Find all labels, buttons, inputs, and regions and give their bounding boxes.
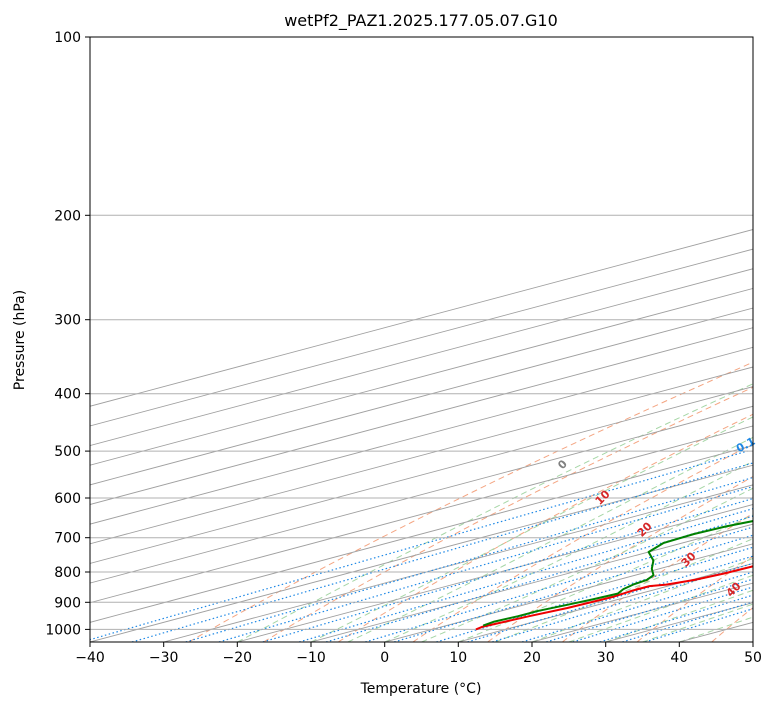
y-tick-label: 1000 [45, 622, 81, 638]
moist-adiabat [237, 383, 753, 642]
isotherm-line [163, 484, 753, 642]
x-tick-label: −30 [149, 650, 179, 666]
y-tick-label: 100 [54, 30, 81, 46]
isotherm-line [90, 327, 753, 505]
y-tick-label: 800 [54, 565, 81, 581]
temperature-line [475, 565, 753, 631]
isotherm-line [90, 366, 753, 545]
moist-adiabat [384, 460, 753, 642]
y-axis-label: Pressure (hPa) [12, 290, 28, 390]
x-tick-label: 20 [523, 650, 541, 666]
mixing-ratio-line [131, 462, 753, 642]
y-tick-label: 600 [54, 491, 81, 507]
dewpoint-line [482, 520, 753, 627]
x-tick-label: 50 [744, 650, 762, 666]
mixing-ratio-line [546, 578, 753, 642]
isotherm-line [90, 445, 753, 623]
dry-adiabat [188, 361, 753, 642]
mixing-ratio-line [90, 450, 748, 641]
x-tick-label: 10 [449, 650, 467, 666]
dry-adiabat [561, 512, 753, 642]
x-tick-label: 40 [670, 650, 688, 666]
isotherm-line [90, 425, 753, 604]
mixing-ratio-line [521, 571, 753, 642]
mixing-ratio-line [436, 546, 753, 642]
x-tick-label: −20 [223, 650, 253, 666]
isotherm-line [90, 307, 753, 486]
chart-title: wetPf2_PAZ1.2025.177.05.07.G10 [284, 11, 558, 31]
moist-adiabat [347, 436, 753, 642]
y-tick-label: 200 [54, 208, 81, 224]
mixing-ratio-line [572, 586, 753, 642]
dry-adiabat [337, 413, 753, 642]
plot-frame [89, 36, 754, 643]
y-tick-label: 500 [54, 444, 81, 460]
isotherm-line [310, 523, 753, 642]
mixing-ratio-line [492, 562, 753, 642]
isotherm-line [90, 287, 753, 466]
isotherm-line [90, 229, 753, 407]
moist-adiabat [531, 557, 753, 642]
profile-layer [475, 520, 753, 631]
x-axis-label: Temperature (°C) [360, 681, 482, 697]
moist-adiabat [458, 514, 753, 642]
pressure-grid [90, 37, 753, 630]
y-tick-label: 700 [54, 531, 81, 547]
dry-adiabat [487, 475, 753, 642]
isotherm-line [90, 248, 753, 427]
y-tick-label: 400 [54, 387, 81, 403]
moist-adiabat [421, 487, 753, 642]
y-axis: 100 200 300 400 500 600 700 800 900 1000 [45, 30, 90, 638]
x-tick-label: −40 [75, 650, 105, 666]
background-lines [90, 229, 753, 642]
mixing-ratio-line [599, 594, 753, 642]
isotherm-line [90, 464, 753, 642]
x-tick-label: −10 [296, 650, 326, 666]
x-tick-label: 0 [380, 650, 389, 666]
isotherm-line [237, 504, 753, 642]
isotherm-line [90, 268, 753, 447]
dry-adiabat [263, 386, 753, 642]
x-axis: −40 −30 −20 −10 0 10 20 30 40 50 [75, 642, 762, 666]
mixing-ratio-line [299, 507, 753, 642]
mixing-ratio-line [185, 476, 753, 642]
isotherm-line [90, 405, 753, 584]
x-tick-label: 30 [597, 650, 615, 666]
y-tick-label: 300 [54, 313, 81, 329]
y-tick-label: 900 [54, 595, 81, 611]
isotherm-line [90, 386, 753, 564]
plot-background [90, 37, 753, 642]
